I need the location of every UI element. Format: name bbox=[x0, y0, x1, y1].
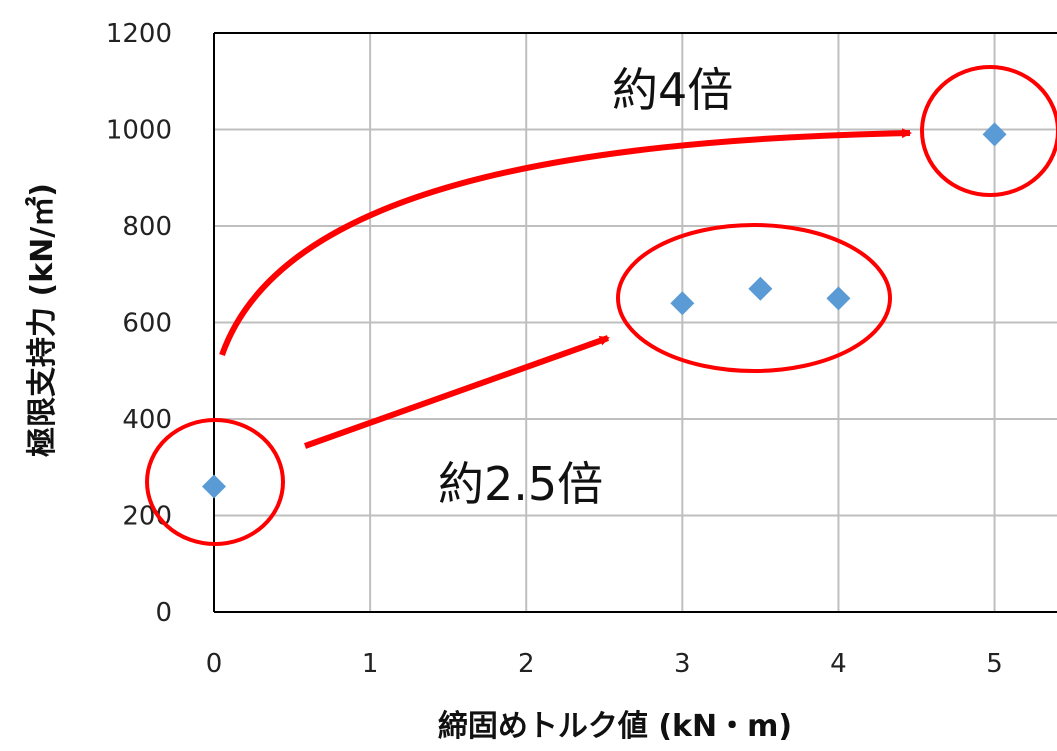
y-tick-label: 600 bbox=[122, 309, 172, 339]
data-point bbox=[826, 286, 851, 311]
x-tick-labels: 0 1 2 3 4 5 bbox=[206, 649, 1003, 679]
x-tick-label: 2 bbox=[518, 649, 535, 679]
arrow-to-cluster bbox=[303, 335, 610, 449]
y-tick-label: 800 bbox=[122, 212, 172, 242]
data-point bbox=[982, 122, 1007, 147]
highlight-circle-cluster bbox=[616, 223, 892, 373]
x-tick-label: 5 bbox=[986, 649, 1003, 679]
highlight-circle-max bbox=[920, 65, 1057, 197]
annotation-2-5x: 約2.5倍 bbox=[438, 457, 603, 511]
annotation-4x: 約4倍 bbox=[612, 63, 733, 117]
x-axis-title: 締固めトルク値 (kN・m) bbox=[438, 709, 792, 744]
x-tick-label: 1 bbox=[362, 649, 379, 679]
axes bbox=[213, 32, 1057, 613]
y-tick-label: 1200 bbox=[106, 19, 172, 49]
x-tick-label: 4 bbox=[830, 649, 847, 679]
x-tick-label: 3 bbox=[674, 649, 691, 679]
y-tick-label: 400 bbox=[122, 405, 172, 435]
data-point bbox=[202, 474, 226, 499]
grid bbox=[213, 32, 1057, 613]
y-tick-label: 0 bbox=[155, 598, 172, 628]
annotation-overlays: 約4倍 約2.5倍 bbox=[145, 63, 1057, 546]
data-point bbox=[670, 291, 695, 316]
y-tick-label: 1000 bbox=[106, 116, 172, 146]
highlight-circle-origin bbox=[145, 418, 285, 546]
y-tick-labels: 0 200 400 600 800 1000 1200 bbox=[106, 19, 172, 628]
y-axis-title: 極限支持力 (kN/㎡) bbox=[25, 183, 60, 457]
arrow-to-max bbox=[219, 128, 912, 356]
data-points bbox=[202, 122, 1007, 499]
data-point bbox=[748, 276, 773, 301]
x-tick-label: 0 bbox=[206, 649, 223, 679]
y-tick-label: 200 bbox=[122, 502, 172, 532]
